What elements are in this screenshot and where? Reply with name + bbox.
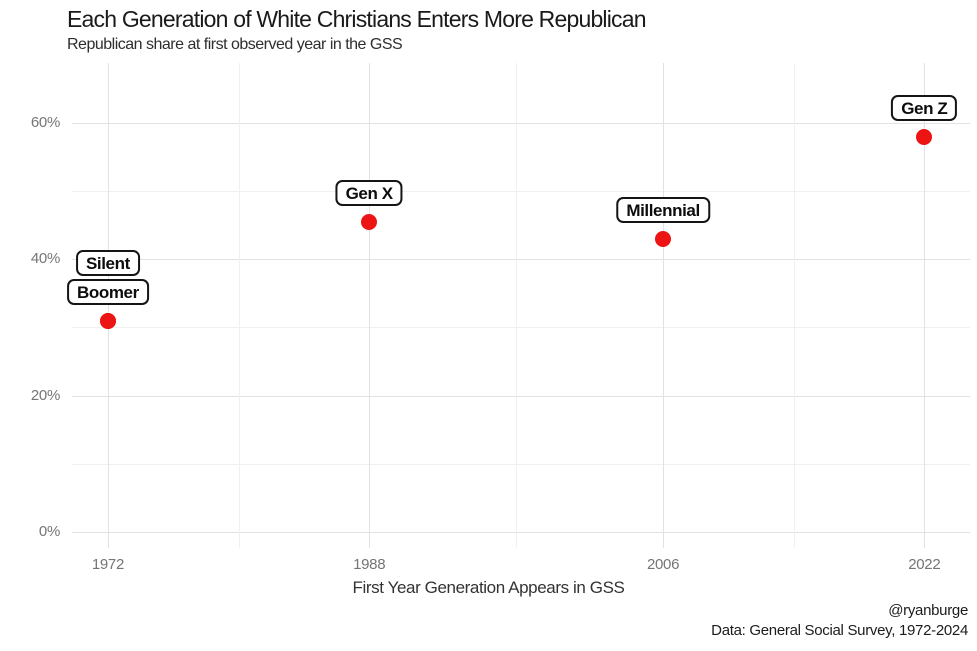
y-gridline-major <box>72 532 970 533</box>
y-gridline-major <box>72 122 970 124</box>
data-point <box>655 230 672 247</box>
point-label: Gen Z <box>891 94 958 121</box>
y-gridline-major <box>72 259 970 261</box>
chart-subtitle: Republican share at first observed year … <box>67 36 403 53</box>
y-tick-label: 60% <box>30 113 60 131</box>
plot-panel: 0% 20% 40% 60% 1972 1988 2006 2022 Silent Boomer G… <box>31 63 970 573</box>
x-tick-label: 2022 <box>908 556 941 573</box>
y-gridline-minor <box>72 327 970 329</box>
x-tick-label: 1972 <box>91 556 124 573</box>
x-gridline-major <box>924 63 926 548</box>
y-tick-label: 40% <box>30 250 60 268</box>
credits: @ryanburge Data: General Social Survey, … <box>711 601 968 641</box>
x-tick-label: 2006 <box>646 556 680 573</box>
credit-source: Data: General Social Survey, 1972-2024 <box>711 622 968 639</box>
y-gridline-minor <box>72 191 970 193</box>
credit-handle: @ryanburge <box>888 602 968 619</box>
chart-title: Each Generation of White Christians Ente… <box>67 6 647 32</box>
x-gridline-minor <box>793 63 795 548</box>
x-tick-label: 1988 <box>353 556 386 573</box>
x-gridline-major <box>663 63 665 548</box>
point-label: Boomer <box>66 278 149 305</box>
point-label: Millennial <box>616 196 710 223</box>
y-gridline-minor <box>72 463 970 465</box>
y-tick-label: 20% <box>30 386 60 404</box>
data-point <box>99 312 116 329</box>
x-gridline-major <box>369 63 371 548</box>
data-point <box>361 213 378 230</box>
data-point <box>916 128 933 145</box>
point-label: Gen X <box>335 179 403 206</box>
x-gridline-minor <box>238 63 240 548</box>
x-gridline-major <box>107 63 109 548</box>
point-label: Silent <box>75 249 140 276</box>
y-gridline-major <box>72 395 970 397</box>
x-axis-title: First Year Generation Appears in GSS <box>352 578 625 597</box>
x-gridline-minor <box>516 63 518 548</box>
y-tick-label: 0% <box>38 523 60 540</box>
